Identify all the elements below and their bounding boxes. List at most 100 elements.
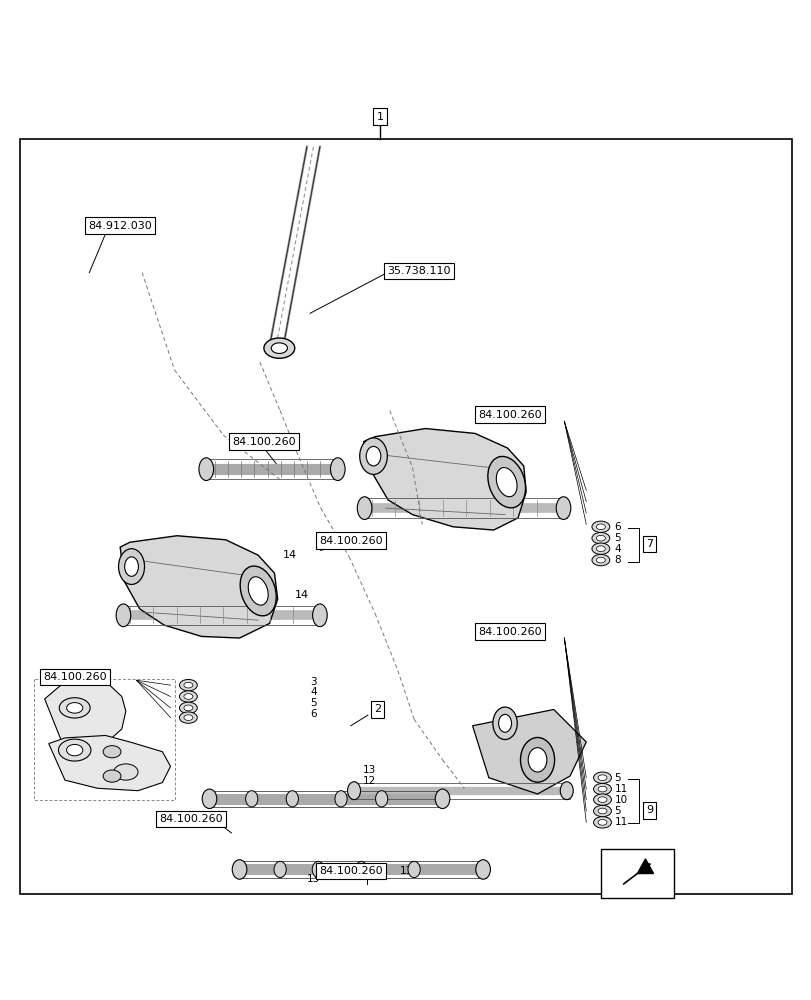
Ellipse shape <box>179 702 197 714</box>
Text: 7: 7 <box>646 539 652 549</box>
Text: 13: 13 <box>399 866 412 876</box>
Ellipse shape <box>199 458 213 481</box>
Ellipse shape <box>347 782 360 800</box>
Ellipse shape <box>124 557 138 576</box>
Text: 11: 11 <box>614 784 627 794</box>
Text: 84.100.260: 84.100.260 <box>478 627 541 637</box>
Ellipse shape <box>595 557 604 563</box>
Text: 13: 13 <box>307 874 320 884</box>
Text: 84.100.260: 84.100.260 <box>232 437 295 447</box>
Ellipse shape <box>273 861 285 878</box>
Ellipse shape <box>179 712 197 723</box>
Text: 10: 10 <box>614 795 627 805</box>
Ellipse shape <box>271 343 287 353</box>
Ellipse shape <box>248 577 268 605</box>
Text: 8: 8 <box>614 555 620 565</box>
Ellipse shape <box>312 604 327 627</box>
Ellipse shape <box>591 521 609 532</box>
Ellipse shape <box>240 566 276 616</box>
Text: 35.738.110: 35.738.110 <box>387 266 450 276</box>
Ellipse shape <box>597 775 606 781</box>
Ellipse shape <box>67 703 83 713</box>
Text: 14: 14 <box>282 550 296 560</box>
Ellipse shape <box>103 746 121 758</box>
Text: 5: 5 <box>310 698 316 708</box>
Ellipse shape <box>597 820 606 825</box>
Ellipse shape <box>103 770 121 782</box>
Text: 14: 14 <box>294 590 308 600</box>
Ellipse shape <box>407 861 420 878</box>
Bar <box>600 849 673 898</box>
Ellipse shape <box>591 554 609 566</box>
Ellipse shape <box>593 794 611 805</box>
Polygon shape <box>120 536 277 638</box>
Ellipse shape <box>520 738 554 782</box>
Ellipse shape <box>591 532 609 544</box>
Ellipse shape <box>357 497 371 519</box>
Text: 5: 5 <box>614 806 620 816</box>
Ellipse shape <box>597 797 606 802</box>
Ellipse shape <box>232 860 247 879</box>
Text: 9: 9 <box>646 805 652 815</box>
Text: 13: 13 <box>363 765 375 775</box>
Polygon shape <box>49 735 170 791</box>
Ellipse shape <box>593 783 611 795</box>
Text: 84.100.260: 84.100.260 <box>319 536 382 546</box>
Text: 5: 5 <box>614 773 620 783</box>
Ellipse shape <box>245 791 257 807</box>
Ellipse shape <box>595 546 604 552</box>
Ellipse shape <box>58 739 91 761</box>
Text: 4: 4 <box>310 687 316 697</box>
Ellipse shape <box>67 744 83 756</box>
Ellipse shape <box>597 808 606 814</box>
Ellipse shape <box>183 694 193 699</box>
Ellipse shape <box>597 786 606 792</box>
Ellipse shape <box>334 791 346 807</box>
Ellipse shape <box>475 860 490 879</box>
Text: 2: 2 <box>374 704 380 714</box>
Ellipse shape <box>114 764 138 780</box>
Ellipse shape <box>183 705 193 711</box>
Text: 3: 3 <box>310 677 316 687</box>
Text: 6: 6 <box>614 522 620 532</box>
Polygon shape <box>363 429 526 530</box>
Ellipse shape <box>183 715 193 720</box>
Text: 84.100.260: 84.100.260 <box>478 410 541 420</box>
Text: 4: 4 <box>614 544 620 554</box>
Ellipse shape <box>179 691 197 702</box>
Text: 6: 6 <box>310 709 316 719</box>
Ellipse shape <box>179 679 197 691</box>
Ellipse shape <box>593 817 611 828</box>
Ellipse shape <box>560 782 573 800</box>
Ellipse shape <box>330 458 345 481</box>
Polygon shape <box>472 709 586 794</box>
Ellipse shape <box>359 438 387 474</box>
Text: 84.100.260: 84.100.260 <box>319 866 382 876</box>
Ellipse shape <box>527 748 546 772</box>
Ellipse shape <box>375 791 387 807</box>
Text: 11: 11 <box>614 817 627 827</box>
Text: 1: 1 <box>376 112 383 122</box>
Ellipse shape <box>593 772 611 783</box>
Text: 84.100.260: 84.100.260 <box>43 672 106 682</box>
Ellipse shape <box>355 861 367 878</box>
Text: 84.912.030: 84.912.030 <box>88 221 152 231</box>
Text: 12: 12 <box>363 776 375 786</box>
Ellipse shape <box>496 468 517 497</box>
Ellipse shape <box>556 497 570 519</box>
Ellipse shape <box>595 535 604 541</box>
Text: 5: 5 <box>614 533 620 543</box>
Ellipse shape <box>285 791 298 807</box>
Ellipse shape <box>435 789 449 809</box>
Ellipse shape <box>183 682 193 688</box>
Ellipse shape <box>591 543 609 554</box>
Ellipse shape <box>498 714 511 732</box>
Ellipse shape <box>593 805 611 817</box>
Polygon shape <box>637 859 653 874</box>
Ellipse shape <box>202 789 217 809</box>
Ellipse shape <box>366 446 380 466</box>
Polygon shape <box>45 680 126 745</box>
Ellipse shape <box>487 456 525 508</box>
Ellipse shape <box>595 524 604 530</box>
Text: 84.100.260: 84.100.260 <box>159 814 222 824</box>
